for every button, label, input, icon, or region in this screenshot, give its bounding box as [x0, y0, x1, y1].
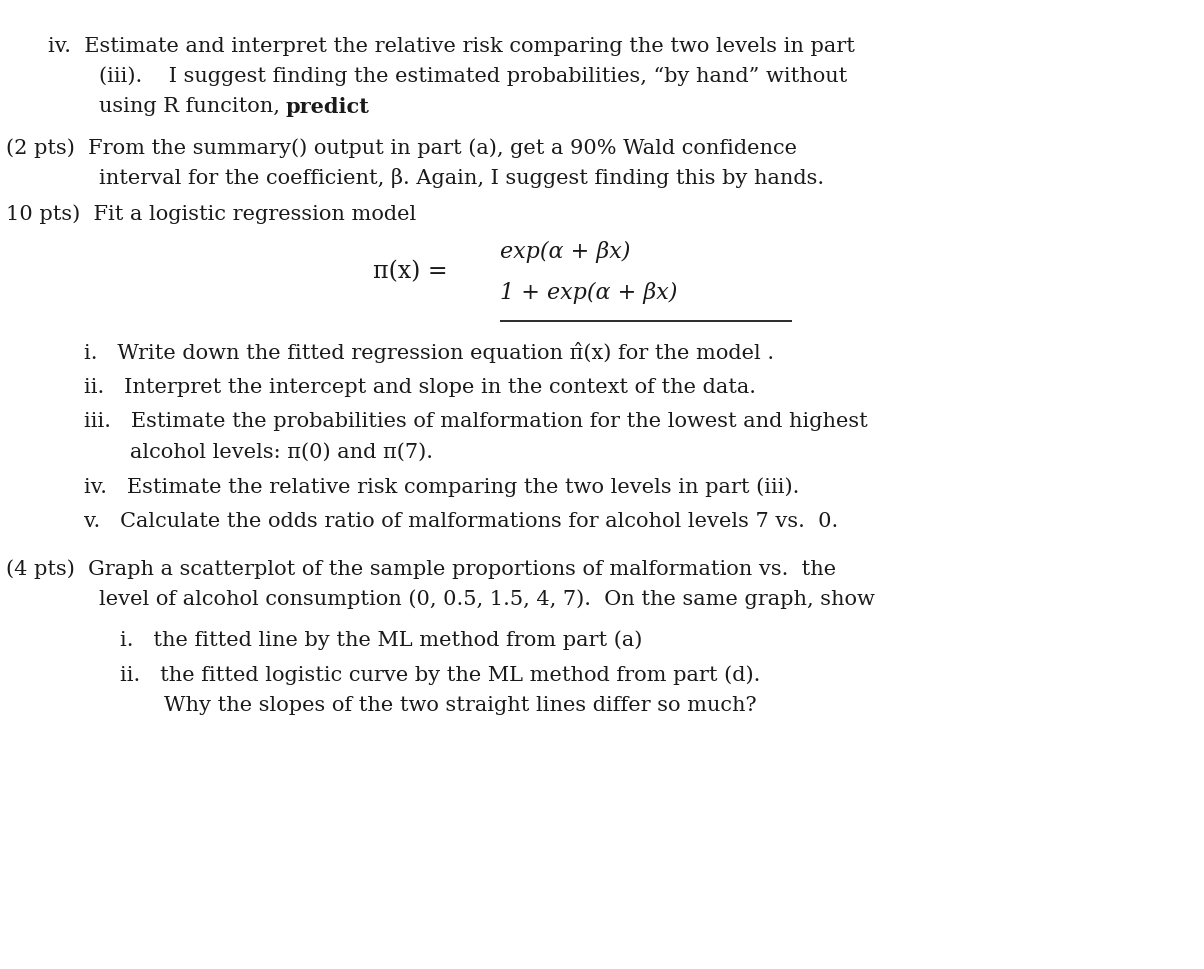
Text: iv.   Estimate the relative risk comparing the two levels in part (iii).: iv. Estimate the relative risk comparing…	[84, 477, 799, 496]
Text: i.   the fitted line by the ML method from part (a): i. the fitted line by the ML method from…	[120, 630, 643, 649]
Text: 1 + exp(α + βx): 1 + exp(α + βx)	[500, 282, 677, 303]
Text: v.   Calculate the odds ratio of malformations for alcohol levels 7 vs.  0.: v. Calculate the odds ratio of malformat…	[84, 512, 838, 531]
Text: using R funciton,: using R funciton,	[99, 97, 287, 116]
Text: predict: predict	[285, 97, 370, 116]
Text: 10 pts)  Fit a logistic regression model: 10 pts) Fit a logistic regression model	[6, 204, 417, 224]
Text: iv.  Estimate and interpret the relative risk comparing the two levels in part: iv. Estimate and interpret the relative …	[48, 37, 855, 56]
Text: ii.   Interpret the intercept and slope in the context of the data.: ii. Interpret the intercept and slope in…	[84, 377, 756, 396]
Text: level of alcohol consumption (0, 0.5, 1.5, 4, 7).  On the same graph, show: level of alcohol consumption (0, 0.5, 1.…	[99, 589, 874, 609]
Text: interval for the coefficient, β. Again, I suggest finding this by hands.: interval for the coefficient, β. Again, …	[99, 169, 824, 188]
Text: π(x) =: π(x) =	[373, 260, 448, 283]
Text: (iii).    I suggest finding the estimated probabilities, “by hand” without: (iii). I suggest finding the estimated p…	[99, 67, 846, 86]
Text: alcohol levels: π(0) and π(7).: alcohol levels: π(0) and π(7).	[130, 442, 433, 461]
Text: ii.   the fitted logistic curve by the ML method from part (d).: ii. the fitted logistic curve by the ML …	[120, 665, 761, 684]
Text: i.   Write down the fitted regression equation π̂(x) for the model .: i. Write down the fitted regression equa…	[84, 341, 774, 362]
Text: iii.   Estimate the probabilities of malformation for the lowest and highest: iii. Estimate the probabilities of malfo…	[84, 412, 868, 431]
Text: Why the slopes of the two straight lines differ so much?: Why the slopes of the two straight lines…	[164, 695, 756, 714]
Text: .: .	[346, 97, 353, 116]
Text: (2 pts)  From the summary() output in part (a), get a 90% Wald confidence: (2 pts) From the summary() output in par…	[6, 139, 797, 158]
Text: (4 pts)  Graph a scatterplot of the sample proportions of malformation vs.  the: (4 pts) Graph a scatterplot of the sampl…	[6, 559, 836, 578]
Text: exp(α + βx): exp(α + βx)	[500, 241, 630, 263]
